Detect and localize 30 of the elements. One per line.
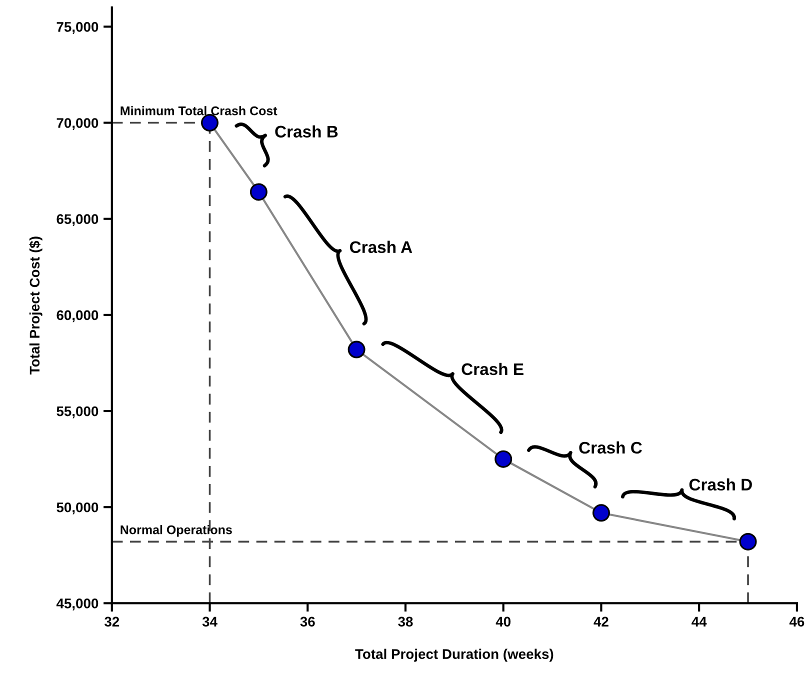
y-tick-label: 60,000 <box>56 310 98 322</box>
x-tick-label: 32 <box>104 616 120 627</box>
annotation: Crash A <box>350 240 412 254</box>
y-tick-label: 45,000 <box>56 598 98 610</box>
x-tick-label: 46 <box>789 616 804 627</box>
point <box>592 504 610 522</box>
x-axis-title: Total Project Duration (weeks) <box>355 648 554 662</box>
point <box>201 114 219 132</box>
y-tick-label: 65,000 <box>56 214 98 226</box>
point <box>494 450 512 468</box>
y-tick-label: 55,000 <box>56 406 98 418</box>
annotation: Crash D <box>689 478 752 491</box>
x-tick-label: 40 <box>496 616 511 627</box>
ref-line-label: Minimum Total Crash Cost <box>120 106 278 116</box>
x-tick-label: 34 <box>202 616 218 627</box>
x-tick-label: 38 <box>398 616 413 627</box>
x-tick-label: 36 <box>300 616 315 627</box>
point <box>250 183 268 201</box>
point <box>348 340 366 358</box>
point <box>739 532 757 550</box>
x-tick-label: 42 <box>594 616 608 626</box>
y-tick-label: 50,000 <box>56 502 98 514</box>
y-tick-label: 75,000 <box>56 22 98 34</box>
y-axis-title: Total Project Cost ($) <box>29 236 42 374</box>
annotation: Crash B <box>275 125 338 138</box>
annotation: Crash E <box>462 362 524 376</box>
ref-line-label: Normal Operations <box>120 525 232 537</box>
annotation: Crash C <box>579 441 642 454</box>
x-tick-label: 44 <box>692 616 707 626</box>
y-tick-label: 70,000 <box>56 118 98 130</box>
